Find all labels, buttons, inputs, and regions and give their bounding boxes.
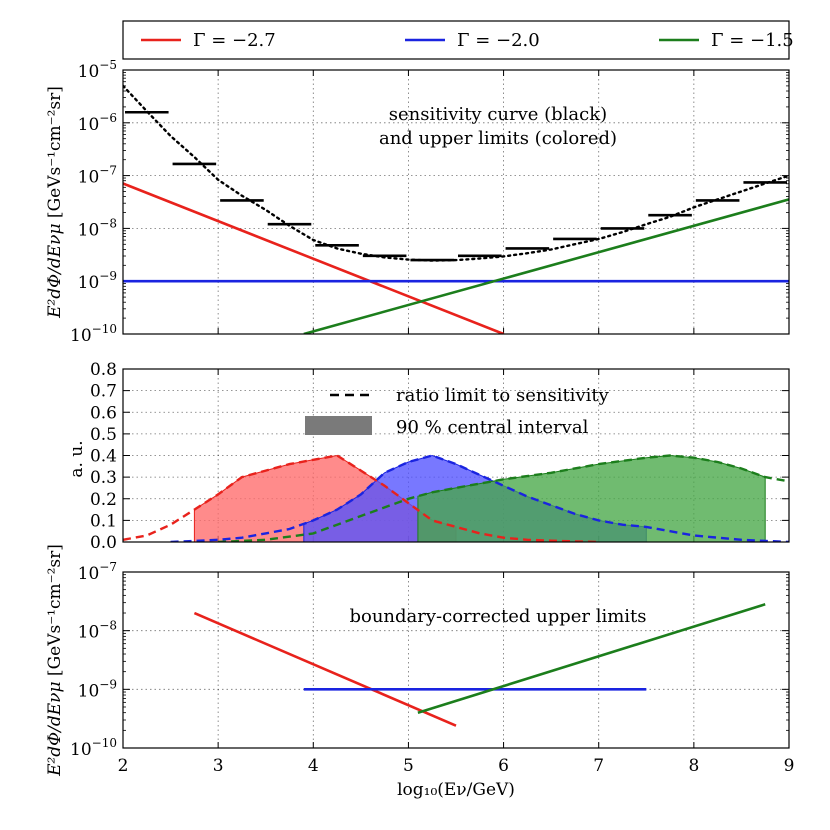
bottom-xtick-label-7: 9 bbox=[784, 756, 795, 776]
bottom-ylabel: E²dΦ/dEνμ [GeVs⁻¹cm⁻²sr] bbox=[45, 544, 65, 777]
bottom-ytick-label-3: 10−7 bbox=[78, 560, 117, 584]
top-ylabel-text: E²dΦ/dEνμ [GeVs⁻¹cm⁻²sr] bbox=[45, 86, 65, 319]
middle-legend-label-2: 90 % central interval bbox=[396, 417, 589, 438]
bottom-xtick-label-2: 4 bbox=[308, 756, 319, 776]
top-ytick-label-2-base: 10 bbox=[78, 220, 100, 240]
bottom-annotation-1: boundary-corrected upper limits bbox=[349, 606, 646, 627]
bottom-xtick-label-4: 6 bbox=[498, 756, 509, 776]
bottom-ytick-label-0-base: 10 bbox=[70, 740, 92, 760]
top-ytick-label-5: 10−5 bbox=[78, 58, 117, 82]
legend-label-1: Γ = −2.7 bbox=[193, 30, 276, 51]
bottom-ylabel-units: [GeVs⁻¹cm⁻²sr] bbox=[45, 544, 65, 676]
middle-ytick-label-0: 0.0 bbox=[90, 533, 117, 553]
middle-ytick-label-4: 0.4 bbox=[90, 447, 117, 467]
middle-ytick-label-2: 0.2 bbox=[90, 490, 117, 510]
bottom-xtick-label-5: 7 bbox=[593, 756, 604, 776]
middle-frame bbox=[122, 368, 790, 543]
top-ylabel: E²dΦ/dEνμ [GeVs⁻¹cm⁻²sr] bbox=[45, 86, 65, 319]
middle-interval-fill-3 bbox=[417, 454, 766, 542]
middle-ytick-label-1: 0.1 bbox=[90, 511, 117, 531]
middle-ylabel: a. u. bbox=[67, 440, 87, 477]
bottom-ytick-label-2-exp: −8 bbox=[99, 619, 117, 633]
legend-label-3: Γ = −1.5 bbox=[711, 30, 794, 51]
top-plot-area bbox=[123, 84, 789, 334]
bottom-xtick-label-1: 3 bbox=[213, 756, 224, 776]
middle-ytick-label-6: 0.6 bbox=[90, 403, 117, 423]
top-ytick-label-5-base: 10 bbox=[78, 62, 100, 82]
legend: Γ = −2.7 Γ = −2.0 Γ = −1.5 bbox=[122, 20, 794, 60]
top-ytick-label-3: 10−7 bbox=[78, 164, 117, 188]
bottom-ytick-label-2: 10−8 bbox=[78, 619, 117, 643]
middle-legend-label-1: ratio limit to sensitivity bbox=[396, 385, 610, 406]
top-ytick-label-2-exp: −8 bbox=[99, 216, 117, 230]
bottom-plot-area bbox=[193, 603, 766, 727]
top-ytick-label-4: 10−6 bbox=[78, 111, 117, 135]
top-ytick-label-1-exp: −9 bbox=[99, 269, 117, 283]
top-ytick-label-5-exp: −5 bbox=[99, 58, 117, 72]
bottom-ytick-label-0-exp: −10 bbox=[92, 736, 117, 750]
top-ytick-label-1-base: 10 bbox=[78, 273, 100, 293]
bottom-xtick-label-0: 2 bbox=[118, 756, 129, 776]
middle-ylabel-text: a. u. bbox=[67, 440, 87, 477]
bottom-xtick-label-6: 8 bbox=[688, 756, 699, 776]
middle-ytick-label-7: 0.7 bbox=[90, 382, 117, 402]
top-ytick-label-3-exp: −7 bbox=[99, 164, 117, 178]
bottom-series-line-1 bbox=[193, 611, 457, 727]
legend-label-2: Γ = −2.0 bbox=[457, 30, 540, 51]
bottom-ytick-label-2-base: 10 bbox=[78, 623, 100, 643]
top-ytick-label-0-exp: −10 bbox=[92, 322, 117, 336]
bottom-series-line-3 bbox=[417, 603, 766, 715]
top-ylabel-main: E²dΦ/dEνμ bbox=[45, 223, 65, 318]
middle-ratio-curve-2 bbox=[170, 454, 789, 542]
bottom-ytick-label-1-exp: −9 bbox=[99, 677, 117, 691]
bottom-ylabel-text: E²dΦ/dEνμ [GeVs⁻¹cm⁻²sr] bbox=[45, 544, 65, 777]
bottom-xlabel: log₁₀(Eν/GeV) bbox=[397, 780, 515, 800]
bottom-ytick-label-0: 10−10 bbox=[70, 736, 117, 760]
top-ytick-label-4-exp: −6 bbox=[99, 111, 117, 125]
top-annotation-1: sensitivity curve (black) bbox=[389, 104, 607, 125]
middle-ytick-label-5: 0.5 bbox=[90, 425, 117, 445]
bottom-ytick-label-1: 10−9 bbox=[78, 677, 117, 701]
top-ytick-label-1: 10−9 bbox=[78, 269, 117, 293]
bottom-xtick-label-3: 5 bbox=[403, 756, 414, 776]
middle-ytick-label-8: 0.8 bbox=[90, 360, 117, 380]
top-frame bbox=[122, 69, 790, 335]
top-series-line-3 bbox=[303, 198, 789, 334]
bottom-ytick-label-3-exp: −7 bbox=[99, 560, 117, 574]
middle-ytick-label-3: 0.3 bbox=[90, 468, 117, 488]
bottom-ytick-label-3-base: 10 bbox=[78, 564, 100, 584]
middle-plot-area bbox=[123, 454, 789, 542]
top-annotation-2: and upper limits (colored) bbox=[379, 128, 617, 149]
top-ytick-label-0-base: 10 bbox=[70, 326, 92, 346]
top-ytick-label-2: 10−8 bbox=[78, 216, 117, 240]
middle-ratio-curve-1 bbox=[123, 454, 599, 542]
bottom-frame bbox=[122, 571, 790, 749]
top-ytick-label-3-base: 10 bbox=[78, 168, 100, 188]
bottom-ytick-label-1-base: 10 bbox=[78, 681, 100, 701]
bottom-ylabel-main: E²dΦ/dEνμ bbox=[45, 681, 65, 776]
top-ytick-label-0: 10−10 bbox=[70, 322, 117, 346]
top-ylabel-units: [GeVs⁻¹cm⁻²sr] bbox=[45, 86, 65, 218]
middle-panel: 0.00.10.20.30.40.50.60.70.8 ratio limit t… bbox=[67, 360, 790, 553]
top-ytick-label-4-base: 10 bbox=[78, 115, 100, 135]
sensitivity-curve bbox=[123, 84, 789, 262]
middle-legend-swatch-filled bbox=[305, 416, 372, 435]
top-series-line-1 bbox=[123, 182, 505, 334]
